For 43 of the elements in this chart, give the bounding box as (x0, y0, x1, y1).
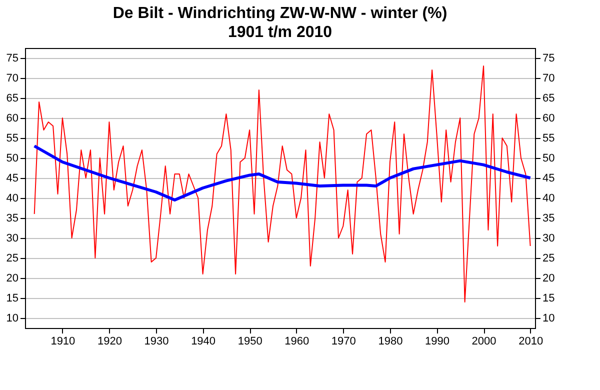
y-tick-label: 15 (6, 292, 18, 304)
y-tick-label: 35 (6, 212, 18, 224)
y-tick-label: 75 (6, 52, 18, 64)
x-tick-label: 1960 (284, 336, 310, 348)
x-tick-label: 2010 (518, 336, 544, 348)
y2-tick-label: 10 (542, 312, 555, 324)
y2-tick-label: 25 (542, 252, 555, 264)
x-tick-label: 1950 (238, 336, 262, 348)
y2-tick-label: 65 (542, 92, 555, 104)
y2-tick-label: 50 (542, 152, 555, 164)
y2-tick-label: 45 (542, 172, 555, 184)
line-series (32, 144, 532, 202)
y2-tick-label: 75 (542, 52, 555, 64)
y-tick-label: 70 (6, 72, 18, 84)
y2-tick-label: 55 (542, 132, 555, 144)
x-tick-label: 1980 (378, 336, 403, 348)
chart-title: De Bilt - Windrichting ZW-W-NW - winter (%) (112, 5, 448, 22)
x-tick-label: 1970 (331, 336, 356, 348)
x-tick-label: 2000 (472, 336, 496, 348)
y2-tick-label: 70 (542, 72, 555, 84)
y-tick-label: 40 (6, 192, 18, 204)
y2-tick-label: 60 (542, 112, 555, 124)
y-tick-label: 45 (6, 172, 18, 184)
x-tick-label: 1940 (191, 336, 216, 348)
y-tick-label: 20 (6, 272, 18, 284)
y-tick-label: 65 (6, 92, 18, 104)
line-series (34, 66, 531, 302)
x-tick-label: 1930 (144, 336, 169, 348)
x-tick-label: 1920 (97, 336, 122, 348)
y-tick-label: 25 (6, 252, 18, 264)
y-tick-label: 60 (6, 112, 18, 124)
y2-tick-label: 20 (542, 272, 555, 284)
y-tick-label: 10 (6, 312, 18, 324)
y-tick-label: 55 (6, 132, 18, 144)
chart-subtitle: 1901 t/m 2010 (228, 24, 332, 41)
x-tick-label: 1990 (425, 336, 450, 348)
y2-tick-label: 35 (542, 212, 555, 224)
y-tick-label: 30 (6, 232, 18, 244)
y2-tick-label: 40 (542, 192, 555, 204)
y2-tick-label: 15 (542, 292, 555, 304)
y-tick-label: 50 (6, 152, 18, 164)
x-tick-label: 1910 (50, 336, 76, 348)
y2-tick-label: 30 (542, 232, 555, 244)
